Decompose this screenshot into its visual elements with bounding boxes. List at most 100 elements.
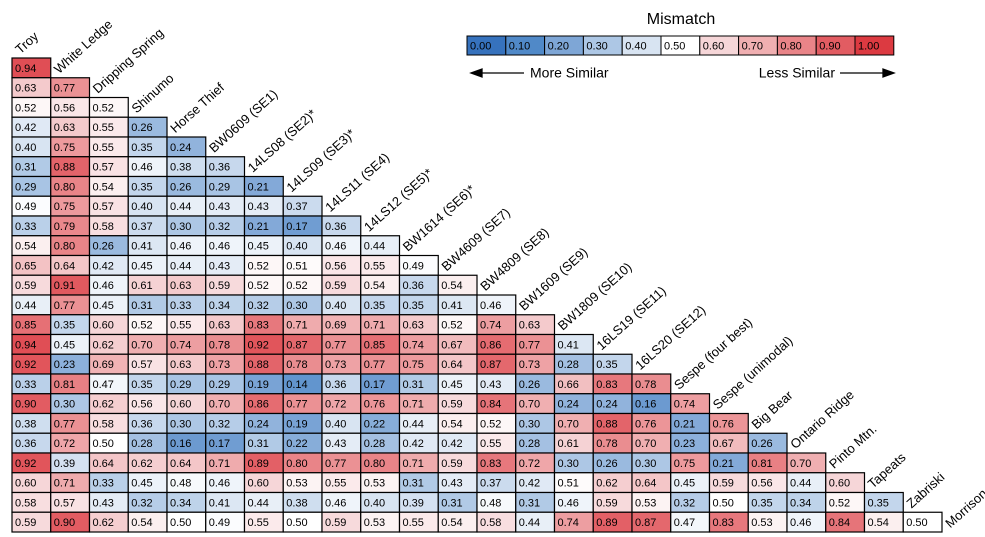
cell-label: 0.77 [364, 359, 385, 371]
cell-label: 0.33 [15, 379, 36, 391]
cell-label: 0.26 [751, 438, 772, 450]
cell-label: 0.46 [209, 478, 230, 490]
cell-label: 0.51 [558, 478, 579, 490]
cell-label: 0.78 [209, 339, 230, 351]
cell-label: 0.84 [480, 399, 501, 411]
cell-label: 0.37 [480, 478, 501, 490]
cell-label: 0.77 [286, 399, 307, 411]
cell-label: 0.70 [519, 399, 540, 411]
cell-label: 0.38 [286, 497, 307, 509]
cell-label: 0.83 [596, 379, 617, 391]
cell-label: 0.64 [54, 260, 75, 272]
cell-label: 0.42 [15, 122, 36, 134]
cell-label: 0.89 [596, 517, 617, 529]
cell-label: 0.42 [403, 438, 424, 450]
cell-label: 0.54 [441, 517, 462, 529]
cell-label: 0.31 [248, 438, 269, 450]
cell-label: 0.63 [209, 320, 230, 332]
cell-label: 0.57 [131, 359, 152, 371]
cell-label: 0.35 [131, 379, 152, 391]
cell-label: 0.31 [15, 162, 36, 174]
cell-label: 0.44 [170, 201, 191, 213]
cell-label: 0.70 [131, 339, 152, 351]
cell-label: 0.59 [209, 280, 230, 292]
cell-label: 0.17 [209, 438, 230, 450]
cell-label: 0.85 [15, 320, 36, 332]
cell-label: 0.32 [674, 497, 695, 509]
cell-label: 0.45 [674, 478, 695, 490]
cell-label: 0.45 [248, 241, 269, 253]
cell-label: 0.53 [364, 478, 385, 490]
cell-label: 0.57 [93, 162, 114, 174]
legend-tick-label: 0.50 [664, 40, 685, 52]
cell-label: 0.73 [209, 359, 230, 371]
cell-label: 0.40 [325, 418, 346, 430]
cell-label: 0.28 [131, 438, 152, 450]
cell-label: 0.62 [93, 517, 114, 529]
cell-label: 0.94 [15, 339, 36, 351]
cell-label: 0.32 [209, 418, 230, 430]
cell-label: 0.23 [54, 359, 75, 371]
cell-label: 0.63 [54, 122, 75, 134]
cell-label: 0.46 [209, 241, 230, 253]
legend-left-label: More Similar [530, 65, 609, 81]
cell-label: 0.44 [248, 497, 269, 509]
cell-label: 0.47 [93, 379, 114, 391]
cell-label: 0.54 [364, 280, 385, 292]
cell-label: 0.71 [286, 320, 307, 332]
cell-label: 0.92 [15, 359, 36, 371]
legend-tick-label: 0.60 [703, 40, 724, 52]
cell-label: 0.71 [209, 458, 230, 470]
cell-label: 0.71 [403, 458, 424, 470]
cell-label: 0.52 [15, 102, 36, 114]
cell-label: 0.46 [558, 497, 579, 509]
cell-label: 0.35 [131, 181, 152, 193]
left-arrow-head [469, 68, 483, 78]
cell-label: 0.74 [403, 339, 424, 351]
cell-label: 0.36 [15, 438, 36, 450]
cell-label: 0.53 [364, 517, 385, 529]
cell-label: 0.38 [170, 162, 191, 174]
cell-label: 0.24 [170, 142, 191, 154]
cell-label: 0.77 [54, 300, 75, 312]
cell-label: 0.24 [248, 418, 269, 430]
cell-label: 0.21 [248, 221, 269, 233]
cell-label: 0.30 [635, 458, 656, 470]
right-arrow-head [882, 68, 896, 78]
cell-label: 0.52 [93, 102, 114, 114]
cell-label: 0.29 [15, 181, 36, 193]
cell-label: 0.55 [325, 478, 346, 490]
cell-label: 0.45 [131, 260, 152, 272]
cell-label: 0.53 [635, 497, 656, 509]
cell-label: 0.32 [131, 497, 152, 509]
cell-label: 0.17 [286, 221, 307, 233]
cell-label: 0.83 [248, 320, 269, 332]
cell-label: 0.73 [519, 359, 540, 371]
cell-label: 0.77 [54, 418, 75, 430]
cell-label: 0.33 [15, 221, 36, 233]
cell-label: 0.74 [480, 320, 501, 332]
cell-label: 0.62 [93, 339, 114, 351]
cell-label: 0.30 [519, 418, 540, 430]
cell-label: 0.55 [93, 122, 114, 134]
cell-label: 0.59 [713, 478, 734, 490]
cell-label: 0.36 [131, 418, 152, 430]
cell-label: 0.91 [54, 280, 75, 292]
cell-label: 0.35 [403, 300, 424, 312]
cell-label: 0.46 [325, 241, 346, 253]
cell-label: 0.42 [519, 478, 540, 490]
cell-label: 0.43 [248, 201, 269, 213]
cell-label: 0.52 [248, 280, 269, 292]
cell-label: 0.88 [596, 418, 617, 430]
cell-label: 0.69 [93, 359, 114, 371]
cell-label: 0.76 [635, 418, 656, 430]
cell-label: 0.59 [441, 399, 462, 411]
legend-tick-label: 0.10 [509, 40, 530, 52]
cell-label: 0.71 [54, 478, 75, 490]
cell-label: 0.24 [558, 399, 579, 411]
legend-tick-label: 0.30 [586, 40, 607, 52]
cell-label: 0.74 [170, 339, 191, 351]
cell-label: 0.29 [209, 181, 230, 193]
cell-label: 0.49 [209, 517, 230, 529]
